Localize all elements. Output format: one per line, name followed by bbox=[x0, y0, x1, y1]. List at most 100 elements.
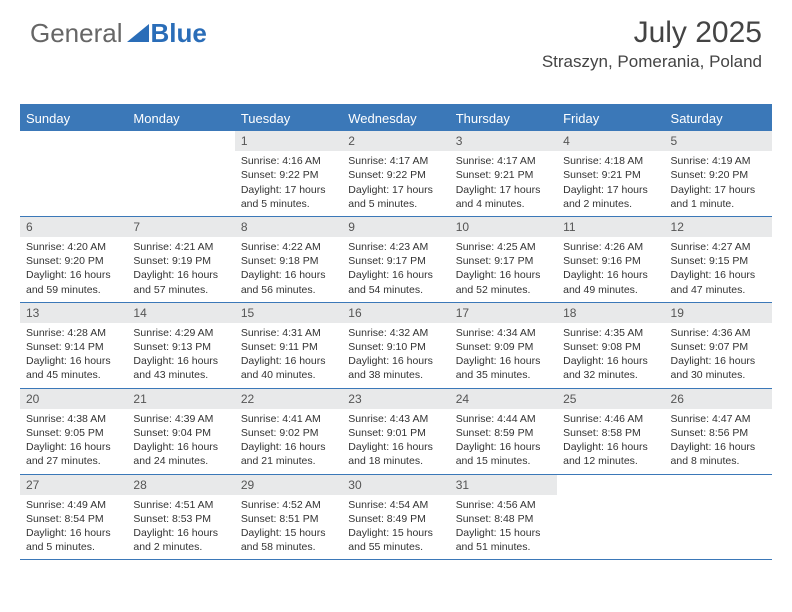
day-number: 9 bbox=[342, 217, 449, 237]
day-body: Sunrise: 4:38 AMSunset: 9:05 PMDaylight:… bbox=[20, 409, 127, 474]
day-body: Sunrise: 4:52 AMSunset: 8:51 PMDaylight:… bbox=[235, 495, 342, 560]
daylight-line: Daylight: 16 hours and 18 minutes. bbox=[348, 440, 443, 468]
brand-text-1: General bbox=[30, 18, 123, 49]
sunrise-line: Sunrise: 4:17 AM bbox=[456, 154, 551, 168]
day-body: Sunrise: 4:46 AMSunset: 8:58 PMDaylight:… bbox=[557, 409, 664, 474]
sunset-line: Sunset: 8:53 PM bbox=[133, 512, 228, 526]
day-body: Sunrise: 4:20 AMSunset: 9:20 PMDaylight:… bbox=[20, 237, 127, 302]
sunset-line: Sunset: 9:11 PM bbox=[241, 340, 336, 354]
weekday-header: Saturday bbox=[665, 106, 772, 131]
daylight-line: Daylight: 16 hours and 40 minutes. bbox=[241, 354, 336, 382]
day-number: 13 bbox=[20, 303, 127, 323]
sunrise-line: Sunrise: 4:20 AM bbox=[26, 240, 121, 254]
sunrise-line: Sunrise: 4:52 AM bbox=[241, 498, 336, 512]
daylight-line: Daylight: 16 hours and 2 minutes. bbox=[133, 526, 228, 554]
day-cell: 28Sunrise: 4:51 AMSunset: 8:53 PMDayligh… bbox=[127, 475, 234, 560]
week-row: 1Sunrise: 4:16 AMSunset: 9:22 PMDaylight… bbox=[20, 131, 772, 217]
day-number: 24 bbox=[450, 389, 557, 409]
brand-triangle-icon bbox=[127, 24, 149, 47]
sunrise-line: Sunrise: 4:25 AM bbox=[456, 240, 551, 254]
day-cell: 10Sunrise: 4:25 AMSunset: 9:17 PMDayligh… bbox=[450, 217, 557, 302]
day-cell: 22Sunrise: 4:41 AMSunset: 9:02 PMDayligh… bbox=[235, 389, 342, 474]
day-body: Sunrise: 4:54 AMSunset: 8:49 PMDaylight:… bbox=[342, 495, 449, 560]
sunrise-line: Sunrise: 4:43 AM bbox=[348, 412, 443, 426]
weekday-header: Thursday bbox=[450, 106, 557, 131]
day-body: Sunrise: 4:25 AMSunset: 9:17 PMDaylight:… bbox=[450, 237, 557, 302]
day-body: Sunrise: 4:32 AMSunset: 9:10 PMDaylight:… bbox=[342, 323, 449, 388]
day-number: 5 bbox=[665, 131, 772, 151]
sunrise-line: Sunrise: 4:41 AM bbox=[241, 412, 336, 426]
sunset-line: Sunset: 9:18 PM bbox=[241, 254, 336, 268]
week-row: 6Sunrise: 4:20 AMSunset: 9:20 PMDaylight… bbox=[20, 217, 772, 303]
day-number: 20 bbox=[20, 389, 127, 409]
sunset-line: Sunset: 9:21 PM bbox=[456, 168, 551, 182]
week-row: 27Sunrise: 4:49 AMSunset: 8:54 PMDayligh… bbox=[20, 475, 772, 561]
sunset-line: Sunset: 9:05 PM bbox=[26, 426, 121, 440]
daylight-line: Daylight: 16 hours and 15 minutes. bbox=[456, 440, 551, 468]
day-number: 18 bbox=[557, 303, 664, 323]
daylight-line: Daylight: 15 hours and 58 minutes. bbox=[241, 526, 336, 554]
sunrise-line: Sunrise: 4:39 AM bbox=[133, 412, 228, 426]
sunrise-line: Sunrise: 4:35 AM bbox=[563, 326, 658, 340]
day-number: 15 bbox=[235, 303, 342, 323]
sunset-line: Sunset: 9:17 PM bbox=[348, 254, 443, 268]
sunrise-line: Sunrise: 4:21 AM bbox=[133, 240, 228, 254]
sunrise-line: Sunrise: 4:46 AM bbox=[563, 412, 658, 426]
weekday-header: Sunday bbox=[20, 106, 127, 131]
daylight-line: Daylight: 16 hours and 54 minutes. bbox=[348, 268, 443, 296]
sunrise-line: Sunrise: 4:27 AM bbox=[671, 240, 766, 254]
day-number: 12 bbox=[665, 217, 772, 237]
day-cell: 2Sunrise: 4:17 AMSunset: 9:22 PMDaylight… bbox=[342, 131, 449, 216]
sunset-line: Sunset: 9:04 PM bbox=[133, 426, 228, 440]
sunset-line: Sunset: 9:13 PM bbox=[133, 340, 228, 354]
day-number: 26 bbox=[665, 389, 772, 409]
sunset-line: Sunset: 9:17 PM bbox=[456, 254, 551, 268]
week-row: 13Sunrise: 4:28 AMSunset: 9:14 PMDayligh… bbox=[20, 303, 772, 389]
day-body: Sunrise: 4:36 AMSunset: 9:07 PMDaylight:… bbox=[665, 323, 772, 388]
sunset-line: Sunset: 9:15 PM bbox=[671, 254, 766, 268]
day-body: Sunrise: 4:43 AMSunset: 9:01 PMDaylight:… bbox=[342, 409, 449, 474]
day-number: 4 bbox=[557, 131, 664, 151]
daylight-line: Daylight: 16 hours and 56 minutes. bbox=[241, 268, 336, 296]
day-cell: 3Sunrise: 4:17 AMSunset: 9:21 PMDaylight… bbox=[450, 131, 557, 216]
daylight-line: Daylight: 17 hours and 1 minute. bbox=[671, 183, 766, 211]
day-body: Sunrise: 4:27 AMSunset: 9:15 PMDaylight:… bbox=[665, 237, 772, 302]
sunrise-line: Sunrise: 4:22 AM bbox=[241, 240, 336, 254]
day-number: 6 bbox=[20, 217, 127, 237]
sunrise-line: Sunrise: 4:17 AM bbox=[348, 154, 443, 168]
sunset-line: Sunset: 9:01 PM bbox=[348, 426, 443, 440]
day-cell: 16Sunrise: 4:32 AMSunset: 9:10 PMDayligh… bbox=[342, 303, 449, 388]
sunrise-line: Sunrise: 4:51 AM bbox=[133, 498, 228, 512]
sunset-line: Sunset: 8:48 PM bbox=[456, 512, 551, 526]
day-body: Sunrise: 4:29 AMSunset: 9:13 PMDaylight:… bbox=[127, 323, 234, 388]
weekday-header: Tuesday bbox=[235, 106, 342, 131]
brand-text-2: Blue bbox=[151, 18, 207, 49]
day-number: 19 bbox=[665, 303, 772, 323]
daylight-line: Daylight: 16 hours and 52 minutes. bbox=[456, 268, 551, 296]
day-cell: 9Sunrise: 4:23 AMSunset: 9:17 PMDaylight… bbox=[342, 217, 449, 302]
sunset-line: Sunset: 8:54 PM bbox=[26, 512, 121, 526]
sunrise-line: Sunrise: 4:16 AM bbox=[241, 154, 336, 168]
sunset-line: Sunset: 9:07 PM bbox=[671, 340, 766, 354]
day-number: 31 bbox=[450, 475, 557, 495]
day-number: 11 bbox=[557, 217, 664, 237]
day-number: 29 bbox=[235, 475, 342, 495]
daylight-line: Daylight: 16 hours and 43 minutes. bbox=[133, 354, 228, 382]
day-body: Sunrise: 4:19 AMSunset: 9:20 PMDaylight:… bbox=[665, 151, 772, 216]
day-cell: 23Sunrise: 4:43 AMSunset: 9:01 PMDayligh… bbox=[342, 389, 449, 474]
day-number: 25 bbox=[557, 389, 664, 409]
day-body: Sunrise: 4:18 AMSunset: 9:21 PMDaylight:… bbox=[557, 151, 664, 216]
day-cell: 18Sunrise: 4:35 AMSunset: 9:08 PMDayligh… bbox=[557, 303, 664, 388]
daylight-line: Daylight: 16 hours and 5 minutes. bbox=[26, 526, 121, 554]
sunrise-line: Sunrise: 4:26 AM bbox=[563, 240, 658, 254]
sunset-line: Sunset: 9:22 PM bbox=[348, 168, 443, 182]
sunset-line: Sunset: 9:08 PM bbox=[563, 340, 658, 354]
day-cell: 13Sunrise: 4:28 AMSunset: 9:14 PMDayligh… bbox=[20, 303, 127, 388]
day-number: 22 bbox=[235, 389, 342, 409]
day-cell: 1Sunrise: 4:16 AMSunset: 9:22 PMDaylight… bbox=[235, 131, 342, 216]
day-cell: 25Sunrise: 4:46 AMSunset: 8:58 PMDayligh… bbox=[557, 389, 664, 474]
day-body: Sunrise: 4:16 AMSunset: 9:22 PMDaylight:… bbox=[235, 151, 342, 216]
day-number: 30 bbox=[342, 475, 449, 495]
daylight-line: Daylight: 15 hours and 51 minutes. bbox=[456, 526, 551, 554]
sunset-line: Sunset: 9:20 PM bbox=[26, 254, 121, 268]
